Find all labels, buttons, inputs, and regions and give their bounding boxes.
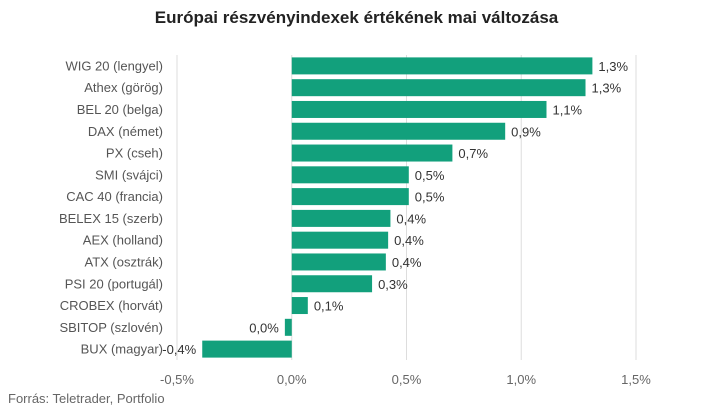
category-label: CROBEX (horvát) [60, 298, 163, 313]
value-label: 1,1% [552, 102, 582, 117]
bar [291, 122, 506, 140]
bar [202, 340, 292, 358]
category-label: PX (cseh) [106, 146, 163, 161]
bar [291, 297, 308, 315]
bar [291, 166, 409, 184]
bar [291, 79, 586, 97]
gridlines [176, 55, 637, 360]
bar [291, 188, 409, 206]
value-label: 0,9% [511, 124, 541, 139]
chart-title: Európai részvényindexek értékének mai vá… [154, 8, 559, 27]
category-label: BELEX 15 (szerb) [59, 211, 163, 226]
bar [291, 57, 593, 75]
x-tick-label: 1,0% [506, 372, 536, 387]
bar [291, 275, 373, 293]
value-label: 0,4% [394, 233, 424, 248]
category-label: ATX (osztrák) [85, 254, 164, 269]
category-labels: WIG 20 (lengyel) Athex (görög) BEL 20 (bel… [59, 58, 163, 356]
category-label: CAC 40 (francia) [66, 189, 163, 204]
value-label: 0,7% [458, 146, 488, 161]
category-label: PSI 20 (portugál) [65, 276, 163, 291]
bar [284, 318, 292, 336]
value-labels: 1,3% 1,3% 1,1% 0,9% 0,7% 0,5% 0,5% 0,4% 0,4% 0,4%… [162, 59, 628, 357]
category-label: DAX (német) [88, 124, 163, 139]
category-label: WIG 20 (lengyel) [65, 58, 163, 73]
bar [291, 144, 453, 162]
value-label: 0,5% [415, 190, 445, 205]
x-tick-label: 0,0% [277, 372, 307, 387]
category-label: Athex (görög) [84, 80, 163, 95]
category-label: AEX (holland) [83, 233, 163, 248]
source-note: Forrás: Teletrader, Portfolio [8, 391, 165, 406]
x-tick-label: 1,5% [621, 372, 651, 387]
x-axis-ticks: -0,5% 0,0% 0,5% 1,0% 1,5% [160, 372, 651, 387]
value-label: 0,4% [396, 211, 426, 226]
bar [291, 253, 386, 271]
value-label: 0,5% [415, 168, 445, 183]
bar [291, 209, 391, 227]
value-label: 0,3% [378, 277, 408, 292]
value-label: -0,4% [162, 342, 196, 357]
category-label: BEL 20 (belga) [77, 102, 163, 117]
bars [202, 57, 593, 358]
bar [291, 231, 389, 249]
bar [291, 100, 547, 118]
value-label: 0,4% [392, 255, 422, 270]
x-tick-label: -0,5% [160, 372, 194, 387]
category-label: BUX (magyar) [81, 342, 163, 357]
value-label: 0,1% [314, 299, 344, 314]
x-tick-label: 0,5% [392, 372, 422, 387]
value-label: 1,3% [598, 59, 628, 74]
category-label: SBITOP (szlovén) [59, 320, 163, 335]
value-label: 0,0% [249, 320, 279, 335]
category-label: SMI (svájci) [95, 167, 163, 182]
value-label: 1,3% [592, 81, 622, 96]
